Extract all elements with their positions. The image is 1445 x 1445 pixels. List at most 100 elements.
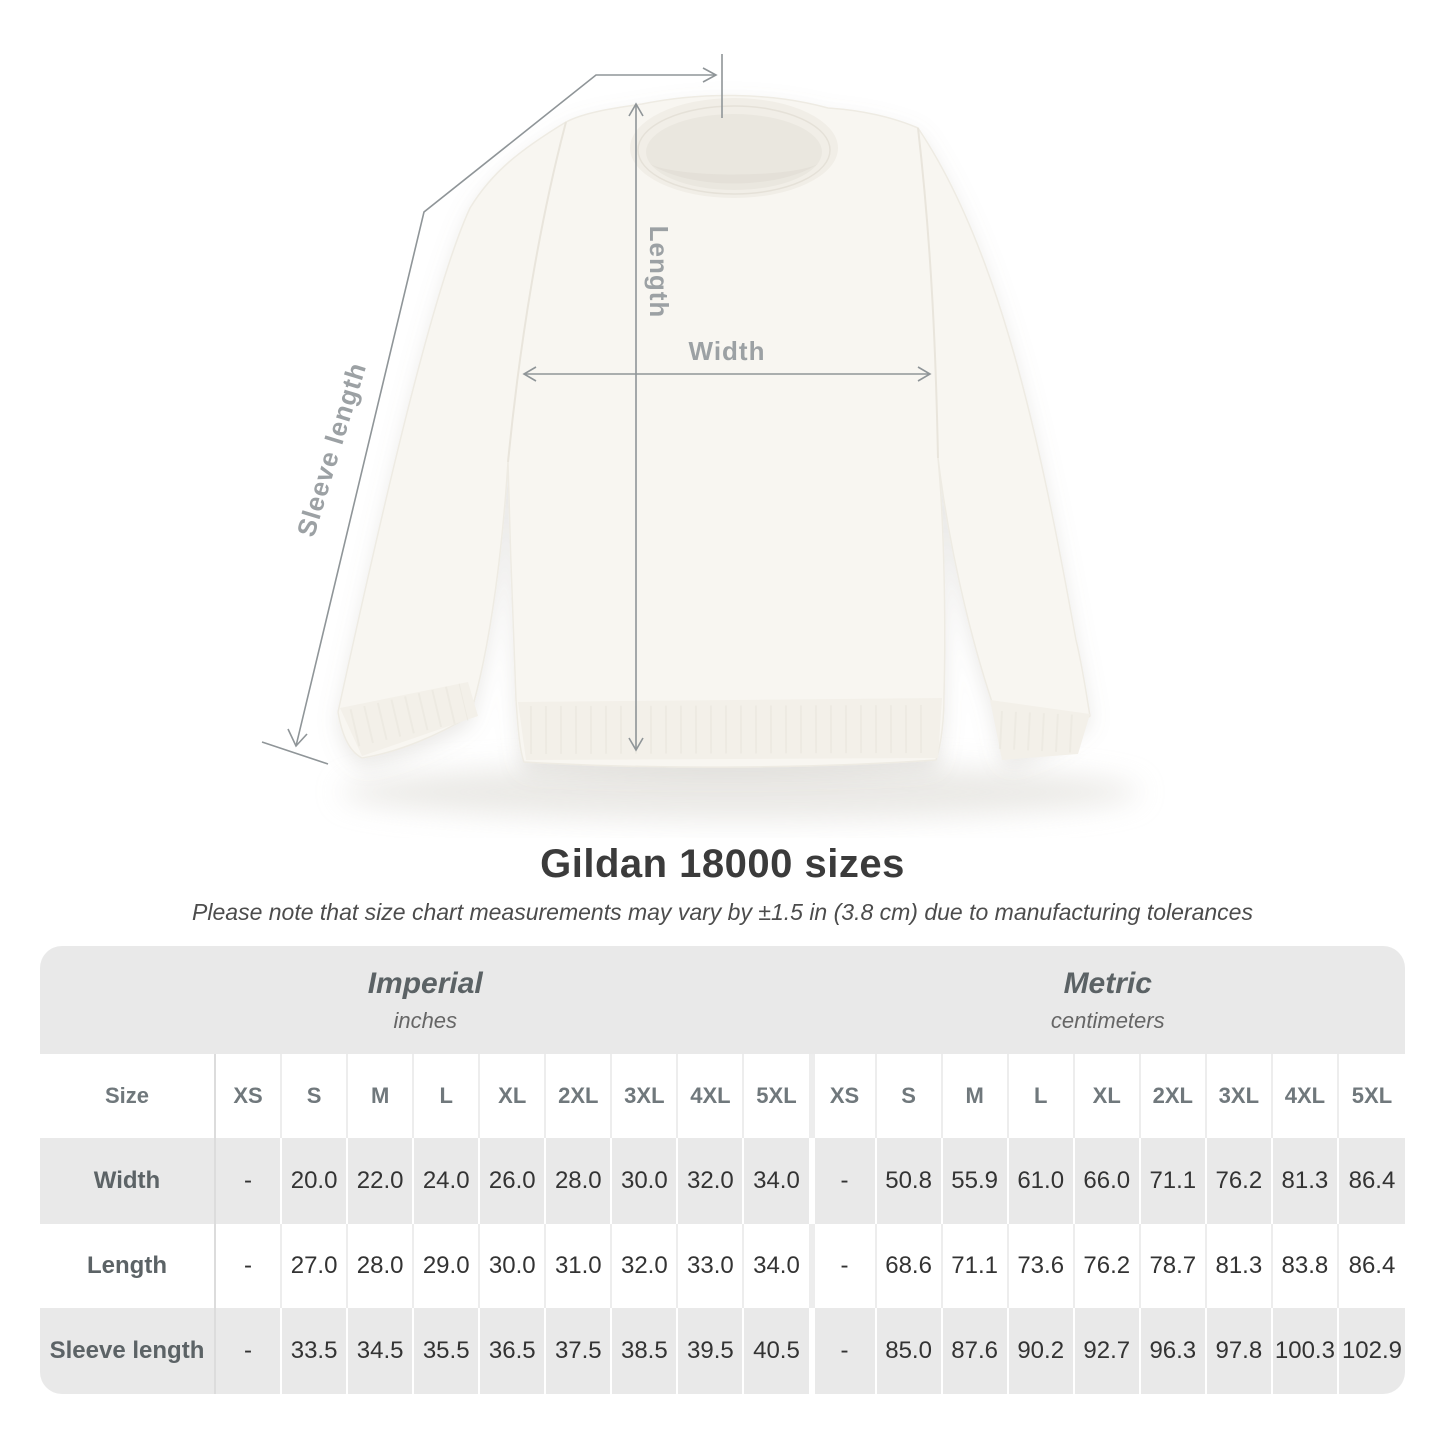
value-cell: 85.0 <box>877 1308 943 1394</box>
value-cell: 86.4 <box>1348 1167 1396 1194</box>
value-cell: 22.0 <box>348 1138 415 1224</box>
measurement-lines <box>261 54 932 765</box>
value-cell: 73.6 <box>1009 1224 1075 1308</box>
product-diagram: Width Length Sleeve length <box>261 54 1140 820</box>
value-cell: 31.0 <box>546 1224 613 1308</box>
tolerance-note: Please note that size chart measurements… <box>192 899 1253 925</box>
value-cell: - <box>216 1308 283 1394</box>
size-col-header-imperial-xs: XS <box>216 1054 283 1138</box>
size-header-row: Size XS S M L XL 2XL 3XL 4XL 5XL XS S M L XL 2XL 3XL 4XL 5… <box>40 1054 1405 1138</box>
imperial-unit: inches <box>393 1007 458 1033</box>
collar-seam <box>637 105 831 195</box>
value-cell: 35.5 <box>414 1308 481 1394</box>
right-sleeve-seam <box>917 127 939 459</box>
size-col-header-metric-m: M <box>943 1054 1009 1138</box>
length-measure-line <box>628 102 644 752</box>
size-col-header-metric-xl: XL <box>1075 1054 1141 1138</box>
value-cell: 61.0 <box>1009 1138 1075 1224</box>
left-cuff <box>340 682 478 756</box>
value-cell: 30.0 <box>612 1138 679 1224</box>
title-block: Gildan 18000 sizes Please note that size… <box>0 842 1445 926</box>
value-cell: 29.0 <box>414 1224 481 1308</box>
left-sleeve-seam <box>507 121 567 463</box>
sweatshirt-body <box>337 94 1091 768</box>
value-cell: 28.0 <box>348 1224 415 1308</box>
sleeve-length-label: Sleeve length <box>291 359 372 541</box>
measurement-row-sleeve-length: Sleeve length -33.5 34.5 35.5 36.5 37.5 38.5 39… <box>40 1308 1405 1394</box>
value-cell: 36.5 <box>480 1308 547 1394</box>
length-label: Length <box>644 226 674 319</box>
value-cell: 30.0 <box>480 1224 547 1308</box>
value-cell: 20.0 <box>282 1138 349 1224</box>
size-col-header-imperial-xl: XL <box>480 1054 547 1138</box>
size-col-header-imperial-s: S <box>282 1054 349 1138</box>
size-col-header-metric-xs: XS <box>810 1054 877 1138</box>
value-cell: 26.0 <box>480 1138 547 1224</box>
value-cell: 68.6 <box>877 1224 943 1308</box>
value-cell: 97.8 <box>1207 1308 1273 1394</box>
value-cell: 39.5 <box>678 1308 745 1394</box>
value-cell: 100.3 <box>1273 1308 1339 1394</box>
value-cell: 76.2 <box>1207 1138 1273 1224</box>
collar-opening <box>646 114 822 190</box>
row-label: Sleeve length <box>40 1308 216 1394</box>
value-cell: 81.3 <box>1207 1224 1273 1308</box>
row-label: Width <box>40 1138 216 1224</box>
size-col-header-metric-s: S <box>877 1054 943 1138</box>
value-cell: 50.8 <box>877 1138 943 1224</box>
size-chart-table: Imperial inches Metric centimeters Size X… <box>40 946 1405 1394</box>
page-title: Gildan 18000 sizes <box>540 842 905 886</box>
value-cell: - <box>810 1308 877 1394</box>
value-cell: 55.9 <box>943 1138 1009 1224</box>
value-cell: 78.7 <box>1141 1224 1207 1308</box>
value-cell: 87.6 <box>943 1308 1009 1394</box>
size-col-header-metric-l: L <box>1009 1054 1075 1138</box>
row-label: Length <box>40 1224 216 1308</box>
value-cell: 81.3 <box>1273 1138 1339 1224</box>
metric-section-header: Metric centimeters <box>811 946 1406 1054</box>
value-cell: 92.7 <box>1075 1308 1141 1394</box>
value-cell: 34.0 <box>744 1138 811 1224</box>
left-cuff-rib-texture <box>349 683 469 747</box>
size-col-header-metric-5xl: 5XL <box>1351 1083 1393 1108</box>
value-cell: 83.8 <box>1273 1224 1339 1308</box>
width-measure-line <box>522 366 932 382</box>
value-cell: - <box>216 1138 283 1224</box>
value-cell: 37.5 <box>546 1308 613 1394</box>
collar-inner-shadow <box>650 164 818 184</box>
value-cell: 86.4 <box>1348 1252 1396 1279</box>
width-label: Width <box>689 336 766 366</box>
size-col-header-imperial-4xl: 4XL <box>678 1054 745 1138</box>
value-cell: - <box>810 1224 877 1308</box>
unit-header-band: Imperial inches Metric centimeters <box>40 946 1405 1054</box>
size-grid: Size XS S M L XL 2XL 3XL 4XL 5XL XS S M L XL 2XL 3XL 4XL 5… <box>40 1054 1405 1394</box>
imperial-title: Imperial <box>367 966 483 1000</box>
metric-title: Metric <box>1063 966 1152 1000</box>
value-cell: 27.0 <box>282 1224 349 1308</box>
value-cell: 38.5 <box>612 1308 679 1394</box>
imperial-section-header: Imperial inches <box>40 946 811 1054</box>
value-cell: 28.0 <box>546 1138 613 1224</box>
value-cell: 24.0 <box>414 1138 481 1224</box>
value-cell: 102.9 <box>1341 1337 1402 1364</box>
value-cell: 71.1 <box>1141 1138 1207 1224</box>
value-cell: 76.2 <box>1075 1224 1141 1308</box>
value-cell: 34.5 <box>348 1308 415 1394</box>
size-col-header-imperial-2xl: 2XL <box>546 1054 613 1138</box>
value-cell: 32.0 <box>678 1138 745 1224</box>
value-cell: 66.0 <box>1075 1138 1141 1224</box>
size-col-header-imperial-3xl: 3XL <box>612 1054 679 1138</box>
size-corner-cell: Size <box>40 1054 216 1138</box>
size-col-header-imperial-l: L <box>414 1054 481 1138</box>
value-cell: 34.0 <box>744 1224 811 1308</box>
garment-shadow <box>340 764 1140 820</box>
size-col-header-metric-3xl: 3XL <box>1207 1054 1273 1138</box>
value-cell: 40.5 <box>744 1308 811 1394</box>
value-cell: 33.0 <box>678 1224 745 1308</box>
value-cell: - <box>216 1224 283 1308</box>
metric-unit: centimeters <box>1050 1007 1165 1033</box>
value-cell: 96.3 <box>1141 1308 1207 1394</box>
size-col-header-metric-4xl: 4XL <box>1273 1054 1339 1138</box>
size-col-header-imperial-m: M <box>348 1054 415 1138</box>
